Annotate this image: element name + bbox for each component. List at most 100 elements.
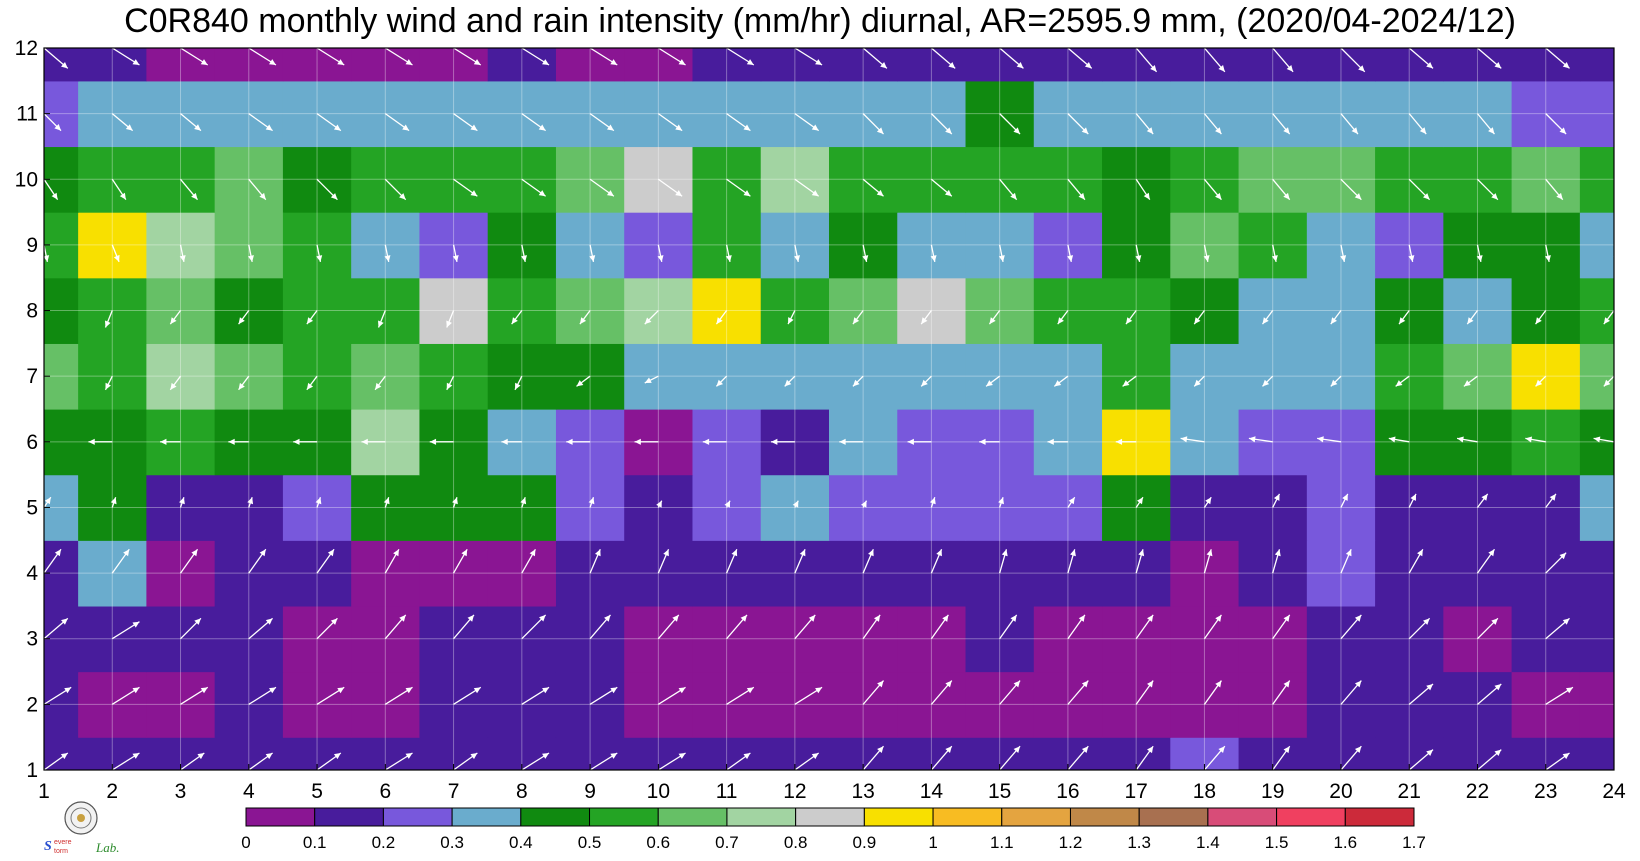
colorbar-label: 0 [241, 833, 250, 852]
heatmap-cell [1579, 605, 1614, 673]
wind-arrow [384, 113, 410, 132]
wind-arrow [169, 310, 182, 325]
wind-arrow [930, 614, 949, 640]
wind-arrow [1135, 680, 1154, 705]
wind-arrow [1203, 614, 1222, 640]
wind-arrow [1525, 436, 1546, 443]
wind-arrow [1193, 375, 1205, 387]
wind-arrow [1340, 493, 1349, 508]
heatmap-cell [1511, 540, 1581, 607]
heatmap-cell [1375, 540, 1444, 607]
colorbar-label: 1.7 [1402, 833, 1426, 852]
wind-arrow [1545, 552, 1567, 574]
colorbar-label: 0.5 [578, 833, 602, 852]
wind-arrow [180, 686, 209, 705]
wind-arrow [1067, 178, 1086, 201]
wind-arrow [589, 244, 596, 263]
x-tick-label: 24 [1602, 780, 1626, 803]
heatmap-cell [624, 48, 694, 82]
heatmap-cell [692, 48, 762, 82]
wind-arrow [1203, 113, 1222, 135]
wind-arrow [384, 686, 413, 705]
wind-arrow [930, 48, 956, 69]
heatmap-cell [965, 605, 1035, 673]
heatmap-cell [1443, 605, 1513, 673]
heatmap-cell [1033, 605, 1103, 673]
wind-arrow [862, 113, 884, 135]
wind-arrow [657, 178, 683, 197]
wind-arrow [453, 548, 468, 574]
wind-arrow [1053, 375, 1069, 387]
heatmap-cell [1511, 48, 1581, 82]
x-tick-label: 6 [379, 780, 391, 803]
heatmap-cell [897, 343, 967, 410]
wind-arrow [316, 178, 338, 201]
wind-arrow [852, 375, 864, 387]
heatmap-cell [624, 343, 694, 410]
heatmap-cell [1238, 409, 1308, 476]
colorbar-label: 1.3 [1127, 833, 1151, 852]
heatmap-cell [214, 540, 284, 607]
y-tick-label: 8 [26, 300, 38, 323]
svg-text:Lab.: Lab. [95, 840, 119, 855]
x-tick-label: 23 [1534, 780, 1557, 803]
wind-arrow [1317, 436, 1342, 443]
heatmap-cell [146, 540, 216, 607]
wind-arrow [316, 48, 345, 66]
heatmap-cell [1579, 737, 1614, 770]
wind-arrow [1613, 703, 1614, 705]
wind-arrow [998, 244, 1005, 263]
heatmap-cell [1443, 409, 1513, 476]
wind-arrow [1340, 48, 1366, 73]
wind-arrow [180, 752, 205, 770]
wind-arrow [589, 113, 615, 132]
lab-logo: S evere torm Lab. [40, 800, 130, 856]
wind-arrow [784, 375, 796, 387]
wind-arrow [111, 548, 130, 574]
heatmap-cell [1238, 605, 1308, 673]
heatmap-cell [692, 474, 762, 541]
wind-arrow [1272, 178, 1291, 201]
wind-arrow [979, 438, 1000, 445]
wind-arrow [1408, 48, 1434, 69]
wind-arrow [169, 375, 182, 391]
wind-arrow [248, 113, 273, 132]
colorbar-swatch [245, 807, 316, 827]
wind-arrow [521, 548, 536, 574]
wind-arrow [862, 614, 881, 640]
wind-arrow [1545, 617, 1570, 640]
wind-arrow [1262, 375, 1274, 387]
wind-arrow [248, 617, 274, 640]
wind-arrow [1135, 614, 1154, 640]
heatmap-cell [282, 540, 352, 607]
wind-arrow [999, 113, 1021, 135]
wind-arrow [1135, 178, 1151, 201]
chart-title: C0R840 monthly wind and rain intensity (… [124, 2, 1516, 40]
svg-text:torm: torm [54, 848, 68, 855]
wind-arrow [44, 752, 69, 770]
wind-arrow [1613, 769, 1614, 770]
wind-arrow [1613, 179, 1614, 181]
wind-arrow [1135, 496, 1144, 508]
wind-arrow [726, 614, 748, 640]
heatmap-cell [487, 474, 557, 541]
wind-arrow [1613, 48, 1614, 49]
heatmap-cell [1306, 540, 1376, 607]
heatmap-cell [1033, 474, 1103, 541]
wind-arrow [657, 244, 664, 263]
wind-arrow [1593, 436, 1614, 443]
wind-arrow [374, 375, 386, 391]
heatmap-cell [692, 343, 762, 410]
heatmap-cell [1375, 343, 1444, 410]
wind-arrow [658, 686, 686, 705]
wind-arrow [1122, 375, 1137, 387]
wind-arrow [794, 752, 820, 770]
wind-arrow [1340, 614, 1362, 640]
heatmap-cell [1375, 409, 1444, 476]
heatmap-cell [351, 605, 421, 673]
wind-arrow [1067, 113, 1089, 135]
heatmap-cell [829, 474, 898, 541]
wind-arrow [726, 113, 751, 132]
wind-arrow [44, 48, 69, 69]
